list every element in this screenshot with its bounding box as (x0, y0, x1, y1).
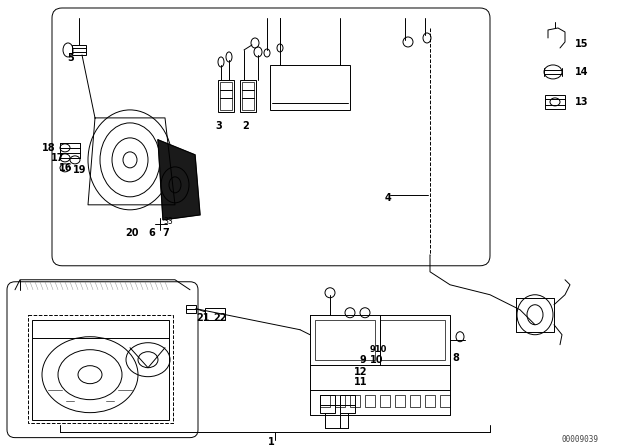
Bar (218, 80, 234, 112)
Bar (425, 395, 435, 407)
Bar (205, 308, 225, 320)
Text: 9: 9 (360, 355, 367, 365)
Text: 12: 12 (354, 366, 367, 377)
Text: 16: 16 (59, 163, 72, 173)
Text: 18: 18 (42, 143, 56, 153)
Text: 10: 10 (370, 355, 383, 365)
Text: 3: 3 (215, 121, 221, 131)
Bar (365, 395, 375, 407)
Bar (380, 395, 390, 407)
Polygon shape (158, 140, 200, 220)
Text: 20: 20 (125, 228, 138, 238)
Text: 910: 910 (370, 345, 387, 354)
Bar (440, 395, 450, 407)
Text: 2: 2 (242, 121, 249, 131)
Text: 1: 1 (268, 437, 275, 447)
Bar (380, 320, 445, 360)
Bar (320, 395, 330, 407)
Text: 14: 14 (575, 67, 589, 77)
Bar (395, 395, 405, 407)
Bar (186, 305, 196, 313)
Text: 5: 5 (67, 53, 74, 63)
Text: 13: 13 (575, 97, 589, 107)
Bar (545, 95, 565, 109)
Text: 8: 8 (452, 353, 459, 363)
Text: 11: 11 (354, 377, 367, 387)
Bar (320, 395, 335, 413)
Bar (315, 320, 375, 360)
Text: 17: 17 (51, 153, 65, 163)
Text: 22: 22 (213, 313, 227, 323)
Text: 33: 33 (163, 217, 173, 226)
Text: 7: 7 (162, 228, 169, 238)
Bar (240, 80, 256, 112)
Text: 19: 19 (73, 165, 86, 175)
Text: 00009039: 00009039 (562, 435, 599, 444)
Text: 15: 15 (575, 39, 589, 49)
Bar (242, 82, 254, 110)
Text: 6: 6 (148, 228, 155, 238)
Bar (270, 65, 350, 110)
Bar (350, 395, 360, 407)
Bar (220, 82, 232, 110)
Bar (32, 320, 169, 420)
Bar (28, 315, 173, 422)
Bar (72, 45, 86, 55)
Bar (340, 395, 355, 413)
Text: 4: 4 (385, 193, 392, 203)
Bar (335, 395, 345, 407)
Bar (410, 395, 420, 407)
Text: 21: 21 (196, 313, 209, 323)
